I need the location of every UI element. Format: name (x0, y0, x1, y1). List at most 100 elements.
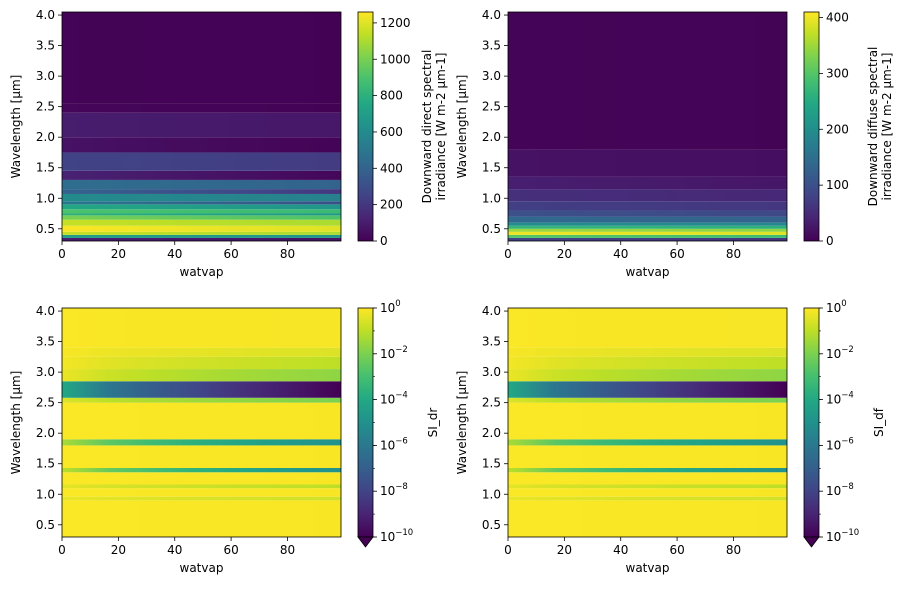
colorbar-tick-label: 10−10 (826, 528, 859, 544)
heatmap-band (62, 213, 341, 216)
heatmap-band (62, 445, 341, 468)
heatmap-band (62, 189, 341, 194)
heatmap-band (508, 222, 787, 226)
y-tick-label: 2.0 (482, 130, 501, 144)
heatmap-band (62, 496, 341, 501)
colorbar-gradient (357, 307, 374, 538)
heatmap-band (508, 356, 787, 370)
heatmap-band (62, 112, 341, 138)
colorbar-tick-label: 10−10 (380, 528, 413, 544)
heatmap (508, 308, 787, 537)
x-tick-label: 0 (58, 543, 66, 557)
x-axis-label: watvap (180, 265, 224, 279)
y-tick-label: 4.0 (36, 304, 55, 318)
y-tick-label: 3.0 (482, 69, 501, 83)
heatmap-band (508, 176, 787, 190)
colorbar-tick-label: 0 (380, 234, 388, 248)
y-tick-label: 1.5 (482, 457, 501, 471)
heatmap-band (62, 170, 341, 180)
y-tick-label: 2.5 (36, 396, 55, 410)
subplot-2: 0 20 40 60 80 0.5 1.0 1.5 2.0 2.5 3.0 3.5 4.0 watvap W… (455, 8, 894, 279)
colorbar-tick-label: 10−4 (380, 391, 408, 407)
x-tick-label: 0 (58, 247, 66, 261)
y-tick-label: 0.5 (482, 222, 501, 236)
colorbar-tick-label: 200 (826, 122, 849, 136)
x-tick-label: 40 (613, 543, 628, 557)
subplot-1: 0 20 40 60 80 0.5 1.0 1.5 2.0 2.5 3.0 3.5 4.0 watvap W… (9, 8, 448, 279)
x-tick-label: 80 (280, 247, 295, 261)
x-tick-label: 60 (223, 247, 238, 261)
axes-frame (61, 307, 342, 538)
colorbar-tick-label: 100 (380, 299, 401, 315)
heatmap-band (62, 179, 341, 190)
heatmap-band (62, 484, 341, 489)
heatmap-band (508, 472, 787, 485)
y-tick-label: 4.0 (36, 8, 55, 22)
heatmap-band (508, 445, 787, 468)
x-tick-label: 0 (504, 247, 512, 261)
heatmap-band (62, 488, 341, 497)
heatmap-band (508, 467, 787, 473)
heatmap-band (508, 231, 787, 235)
colorbar-tick-label: 300 (826, 66, 849, 80)
x-tick-label: 40 (167, 247, 182, 261)
heatmap-band (508, 308, 787, 348)
x-tick-label: 80 (280, 543, 295, 557)
colorbar-label: SI_df (872, 407, 886, 437)
x-tick-label: 20 (111, 247, 126, 261)
colorbar-tick-label: 10−2 (380, 345, 408, 361)
x-tick-label: 20 (557, 247, 572, 261)
colorbar-label: Downward direct spectralirradiance [W m-… (420, 50, 448, 204)
heatmap-band (508, 488, 787, 497)
x-tick-label: 80 (726, 543, 741, 557)
colorbar-tick-label: 10−4 (826, 391, 854, 407)
heatmap-band (508, 149, 787, 177)
colorbar-tick-label: 400 (826, 11, 849, 25)
y-tick-label: 2.0 (36, 130, 55, 144)
colorbar-tick-label: 200 (380, 198, 403, 212)
colorbar-tick-label: 1000 (380, 52, 411, 66)
y-tick-label: 4.0 (482, 8, 501, 22)
colorbar: 0 200 400 600 800 1000 1200 Downward direct spe… (357, 11, 448, 248)
heatmap-band (508, 189, 787, 202)
heatmap-band (62, 500, 341, 537)
heatmap-band (508, 381, 787, 398)
y-tick-label: 2.5 (482, 396, 501, 410)
y-tick-label: 3.5 (36, 335, 55, 349)
y-axis-label: Wavelength [µm] (455, 75, 469, 179)
y-tick-label: 0.5 (36, 222, 55, 236)
heatmap-band (508, 216, 787, 223)
heatmap-band (62, 12, 341, 104)
heatmap-band (508, 369, 787, 382)
x-tick-label: 40 (613, 247, 628, 261)
heatmap-band (508, 484, 787, 489)
x-tick-label: 40 (167, 543, 182, 557)
y-tick-label: 3.5 (482, 39, 501, 53)
heatmap (62, 12, 341, 241)
heatmap-band (62, 237, 341, 241)
x-axis-label: watvap (626, 561, 670, 575)
heatmap (62, 308, 341, 537)
heatmap-band (508, 237, 787, 241)
y-tick-label: 2.5 (36, 100, 55, 114)
colorbar-tick-label: 1200 (380, 16, 411, 30)
heatmap-band (508, 439, 787, 446)
colorbar-tick-label: 0 (826, 234, 834, 248)
heatmap-band (508, 496, 787, 501)
colorbar-tick-label: 800 (380, 89, 403, 103)
colorbar: 100 10−2 10−4 10−6 10−8 10−10 SI_df (803, 299, 886, 548)
colorbar-extend-min (357, 536, 374, 548)
y-tick-label: 1.5 (36, 457, 55, 471)
heatmap-band (62, 231, 341, 235)
colorbar-tick-label: 10−6 (826, 436, 854, 452)
heatmap-band (508, 210, 787, 217)
heatmap-band (62, 204, 341, 210)
heatmap-band (62, 193, 341, 202)
heatmap-band (508, 201, 787, 211)
heatmap-band (508, 234, 787, 238)
x-tick-label: 20 (557, 543, 572, 557)
y-tick-label: 3.0 (482, 365, 501, 379)
colorbar: 100 10−2 10−4 10−6 10−8 10−10 SI_dr (357, 299, 440, 548)
y-tick-label: 3.0 (36, 365, 55, 379)
y-tick-label: 0.5 (36, 518, 55, 532)
